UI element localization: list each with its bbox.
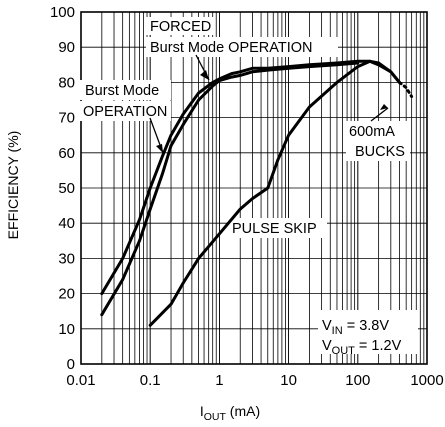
bucks-label-bg bbox=[346, 121, 410, 161]
x-tick-label: 10 bbox=[280, 372, 297, 389]
conditions-bg bbox=[318, 310, 418, 354]
y-tick-label: 50 bbox=[58, 180, 75, 197]
x-tick-label: 0.01 bbox=[66, 372, 95, 389]
annotation-600ma: 600mA bbox=[349, 124, 395, 140]
y-tick-label: 100 bbox=[50, 4, 75, 21]
arrowhead bbox=[380, 104, 388, 110]
forced-label-bg bbox=[146, 17, 214, 35]
annotation-forced-line1: FORCED bbox=[150, 19, 211, 35]
annotation-burst-line1: Burst Mode bbox=[85, 83, 159, 99]
y-tick-label: 40 bbox=[58, 215, 75, 232]
y-tick-label: 20 bbox=[58, 286, 75, 303]
series-line-pulse-skip bbox=[148, 59, 401, 327]
y-tick-label: 10 bbox=[58, 321, 75, 338]
burst-label-bg-2 bbox=[79, 101, 171, 121]
series-line-forced bbox=[100, 59, 401, 296]
forced-label-bg-2 bbox=[146, 37, 338, 57]
y-tick-label: 0 bbox=[67, 356, 75, 373]
y-tick-label: 80 bbox=[58, 74, 75, 91]
pulse-skip-label-bg bbox=[229, 218, 327, 238]
annotation-bucks: BUCKS bbox=[355, 144, 405, 160]
y-tick-label: 70 bbox=[58, 110, 75, 127]
annotation-burst-line2: OPERATION bbox=[83, 104, 167, 120]
x-tick-label: 0.1 bbox=[140, 372, 161, 389]
series-line-burst bbox=[100, 61, 360, 317]
x-tick-label: 1 bbox=[215, 372, 223, 389]
burst-label-bg bbox=[79, 80, 171, 100]
arrowhead bbox=[200, 70, 209, 80]
annotation-pointers bbox=[149, 54, 389, 154]
annotation-pulse-skip: PULSE SKIP bbox=[232, 221, 317, 237]
x-axis-label: IOUT (mA) bbox=[200, 403, 260, 423]
tick-labels: 0 10 20 30 40 50 60 70 80 90 100 0.01 0.1 1 10 100 1000 bbox=[50, 4, 444, 389]
condition-vout: VOUT = 1.2V bbox=[322, 338, 402, 357]
x-tick-label: 100 bbox=[345, 372, 370, 389]
series-line-end-dotted bbox=[398, 80, 414, 98]
series-lines bbox=[100, 59, 414, 327]
condition-vin: VIN = 3.8V bbox=[322, 318, 389, 337]
x-tick-label: 1000 bbox=[410, 372, 443, 389]
y-tick-label: 90 bbox=[58, 39, 75, 56]
y-tick-label: 30 bbox=[58, 250, 75, 267]
annotation-pointer bbox=[370, 107, 389, 122]
plot-frame bbox=[80, 11, 428, 365]
annotation-forced-line2: Burst Mode OPERATION bbox=[150, 40, 313, 56]
y-axis-label: EFFICIENCY (%) bbox=[5, 131, 21, 240]
y-tick-label: 60 bbox=[58, 145, 75, 162]
arrowhead bbox=[156, 144, 163, 153]
